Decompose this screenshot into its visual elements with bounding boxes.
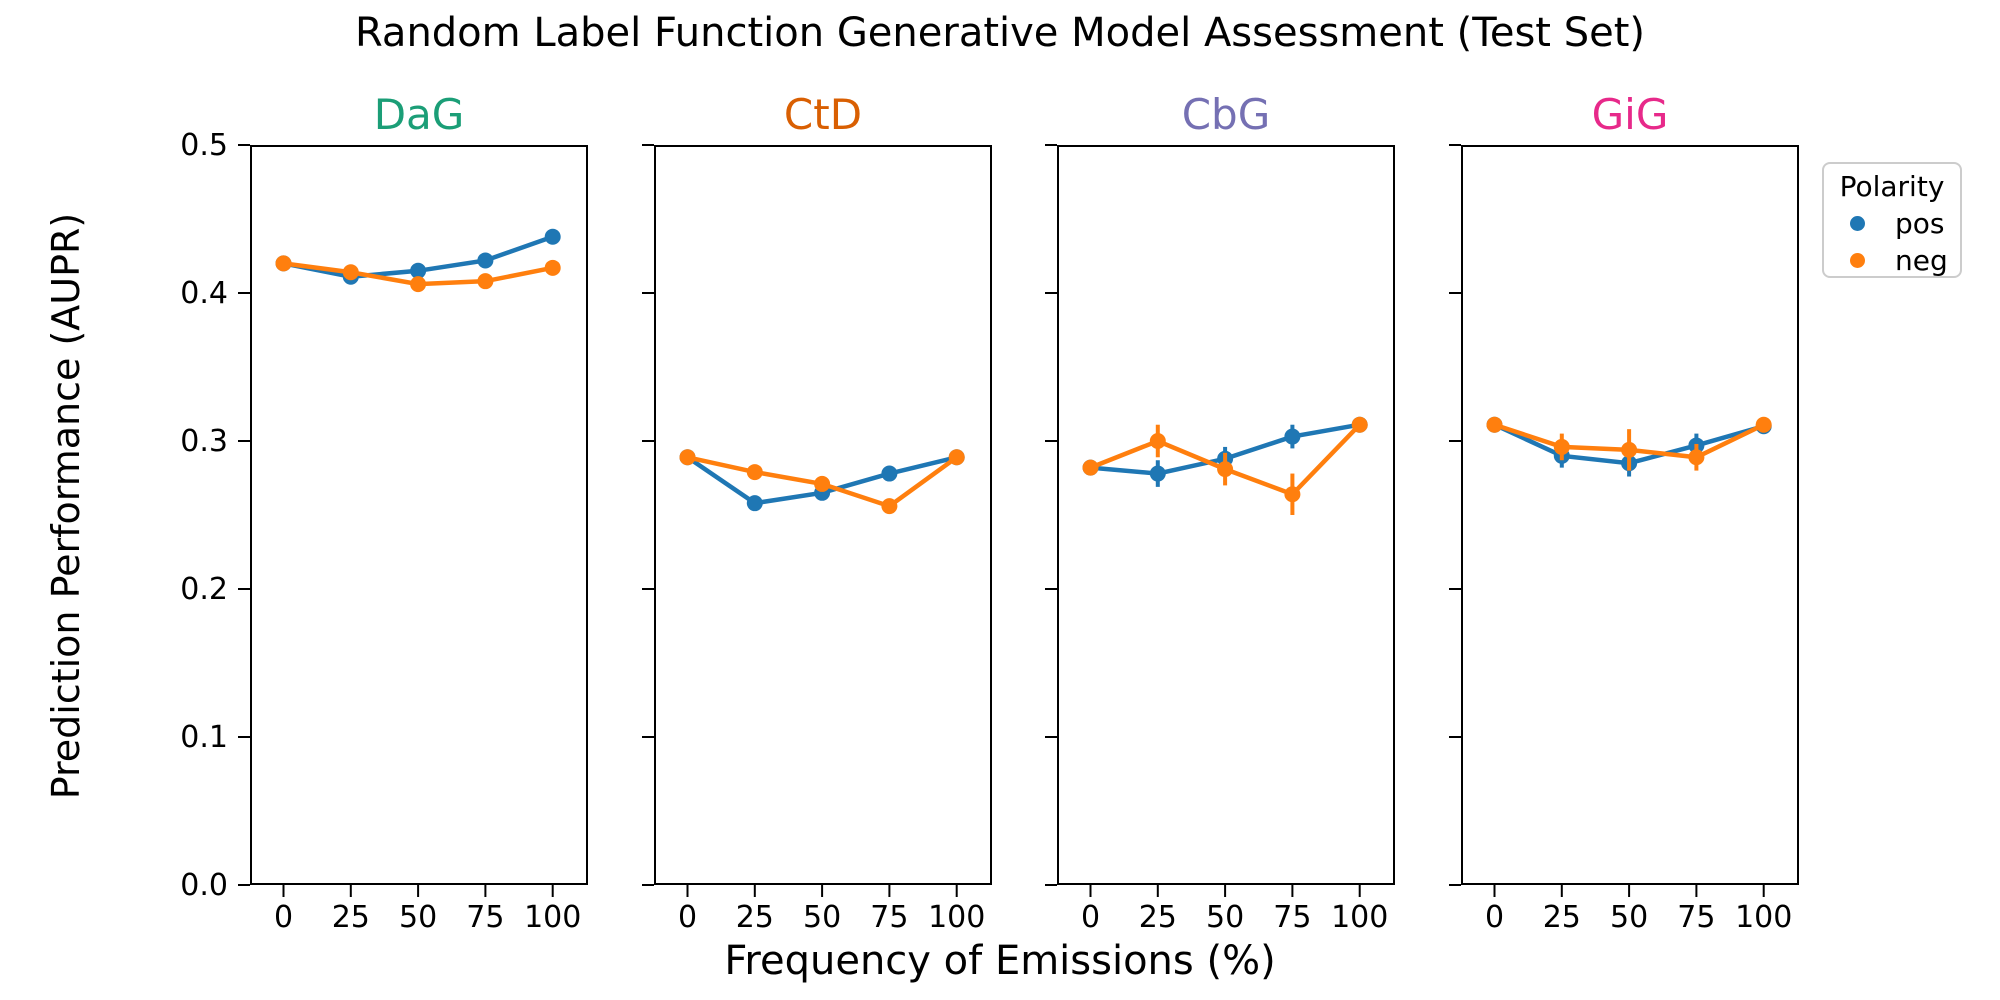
data-point-pos [881,465,898,482]
x-tick-label: 50 [399,900,437,935]
data-point-pos [544,228,561,245]
x-tick-label: 25 [332,900,370,935]
data-point-neg [1621,441,1638,458]
legend-item-pos: pos [1834,205,1950,242]
data-point-neg [746,464,763,481]
data-point-neg [1217,461,1234,478]
data-point-pos [410,262,427,279]
panel-frame [1461,145,1799,885]
data-point-neg [342,264,359,281]
data-point-neg [1149,433,1166,449]
y-tick-label: 0.2 [180,572,228,607]
data-point-neg [544,259,561,276]
panel-title-dag: DaG [373,90,465,139]
y-tick-label: 0.1 [180,720,228,755]
x-tick-label: 50 [803,900,841,935]
data-point-neg [410,276,427,293]
data-point-neg [1755,416,1772,433]
legend-title: Polarity [1839,170,1945,203]
x-tick-label: 50 [1206,900,1244,935]
panel-title-cbg: CbG [1181,90,1271,139]
y-tick-label: 0.5 [180,128,228,163]
x-tick-label: 75 [466,900,504,935]
panel-gig: 0 25 50 75 100 [1449,144,1799,935]
panel-cbg: 0 25 50 75 100 [1045,144,1395,935]
x-tick-label: 75 [870,900,908,935]
data-point-neg [1553,438,1570,455]
x-tick-label: 100 [1735,900,1792,935]
data-point-neg [1688,449,1705,466]
panel-ctd: 0 25 50 75 100 [642,144,992,935]
data-point-pos [1149,465,1166,482]
x-tick-label: 25 [1139,900,1177,935]
data-point-neg [814,475,831,492]
x-tick-label: 0 [678,900,697,935]
panel-frame [654,145,992,885]
data-point-neg [1351,416,1368,433]
data-point-neg [1082,459,1099,476]
panel-title-ctd: CtD [783,90,863,139]
y-axis-label: Prediction Performance (AUPR) [44,212,88,800]
x-tick-label: 100 [928,900,985,935]
data-point-neg [881,498,898,515]
figure-title: Random Label Function Generative Model A… [355,10,1645,56]
data-point-neg [275,255,292,272]
x-tick-label: 0 [274,900,293,935]
data-point-pos [1284,428,1301,445]
x-tick-label: 0 [1485,900,1504,935]
panel-frame [1057,145,1395,885]
legend-item-neg: neg [1834,242,1950,279]
panel-frame [250,145,588,885]
data-point-pos [477,252,494,269]
neg-marker-icon [1850,253,1865,268]
y-tick-label: 0.4 [180,276,228,311]
data-point-neg [1486,416,1503,433]
legend: Polarity pos neg [1822,162,1962,278]
x-tick-label: 100 [1331,900,1388,935]
x-tick-label: 100 [524,900,581,935]
y-tick-label: 0.0 [180,868,228,903]
x-tick-label: 50 [1610,900,1648,935]
x-tick-label: 25 [736,900,774,935]
panel-title-gig: GiG [1591,90,1669,139]
y-tick-label: 0.3 [180,424,228,459]
data-point-pos [746,495,763,512]
x-tick-label: 75 [1677,900,1715,935]
x-axis-label: Frequency of Emissions (%) [724,938,1276,984]
data-point-neg [1284,486,1301,503]
pos-marker-icon [1850,216,1865,231]
data-point-neg [948,449,965,466]
x-tick-label: 25 [1543,900,1581,935]
x-tick-label: 75 [1273,900,1311,935]
panel-dag: 0 25 50 75 100 0.5 0.4 0.3 0.2 0.1 0.0 [180,128,588,935]
x-tick-label: 0 [1081,900,1100,935]
data-point-neg [679,449,696,466]
data-point-neg [477,273,494,290]
